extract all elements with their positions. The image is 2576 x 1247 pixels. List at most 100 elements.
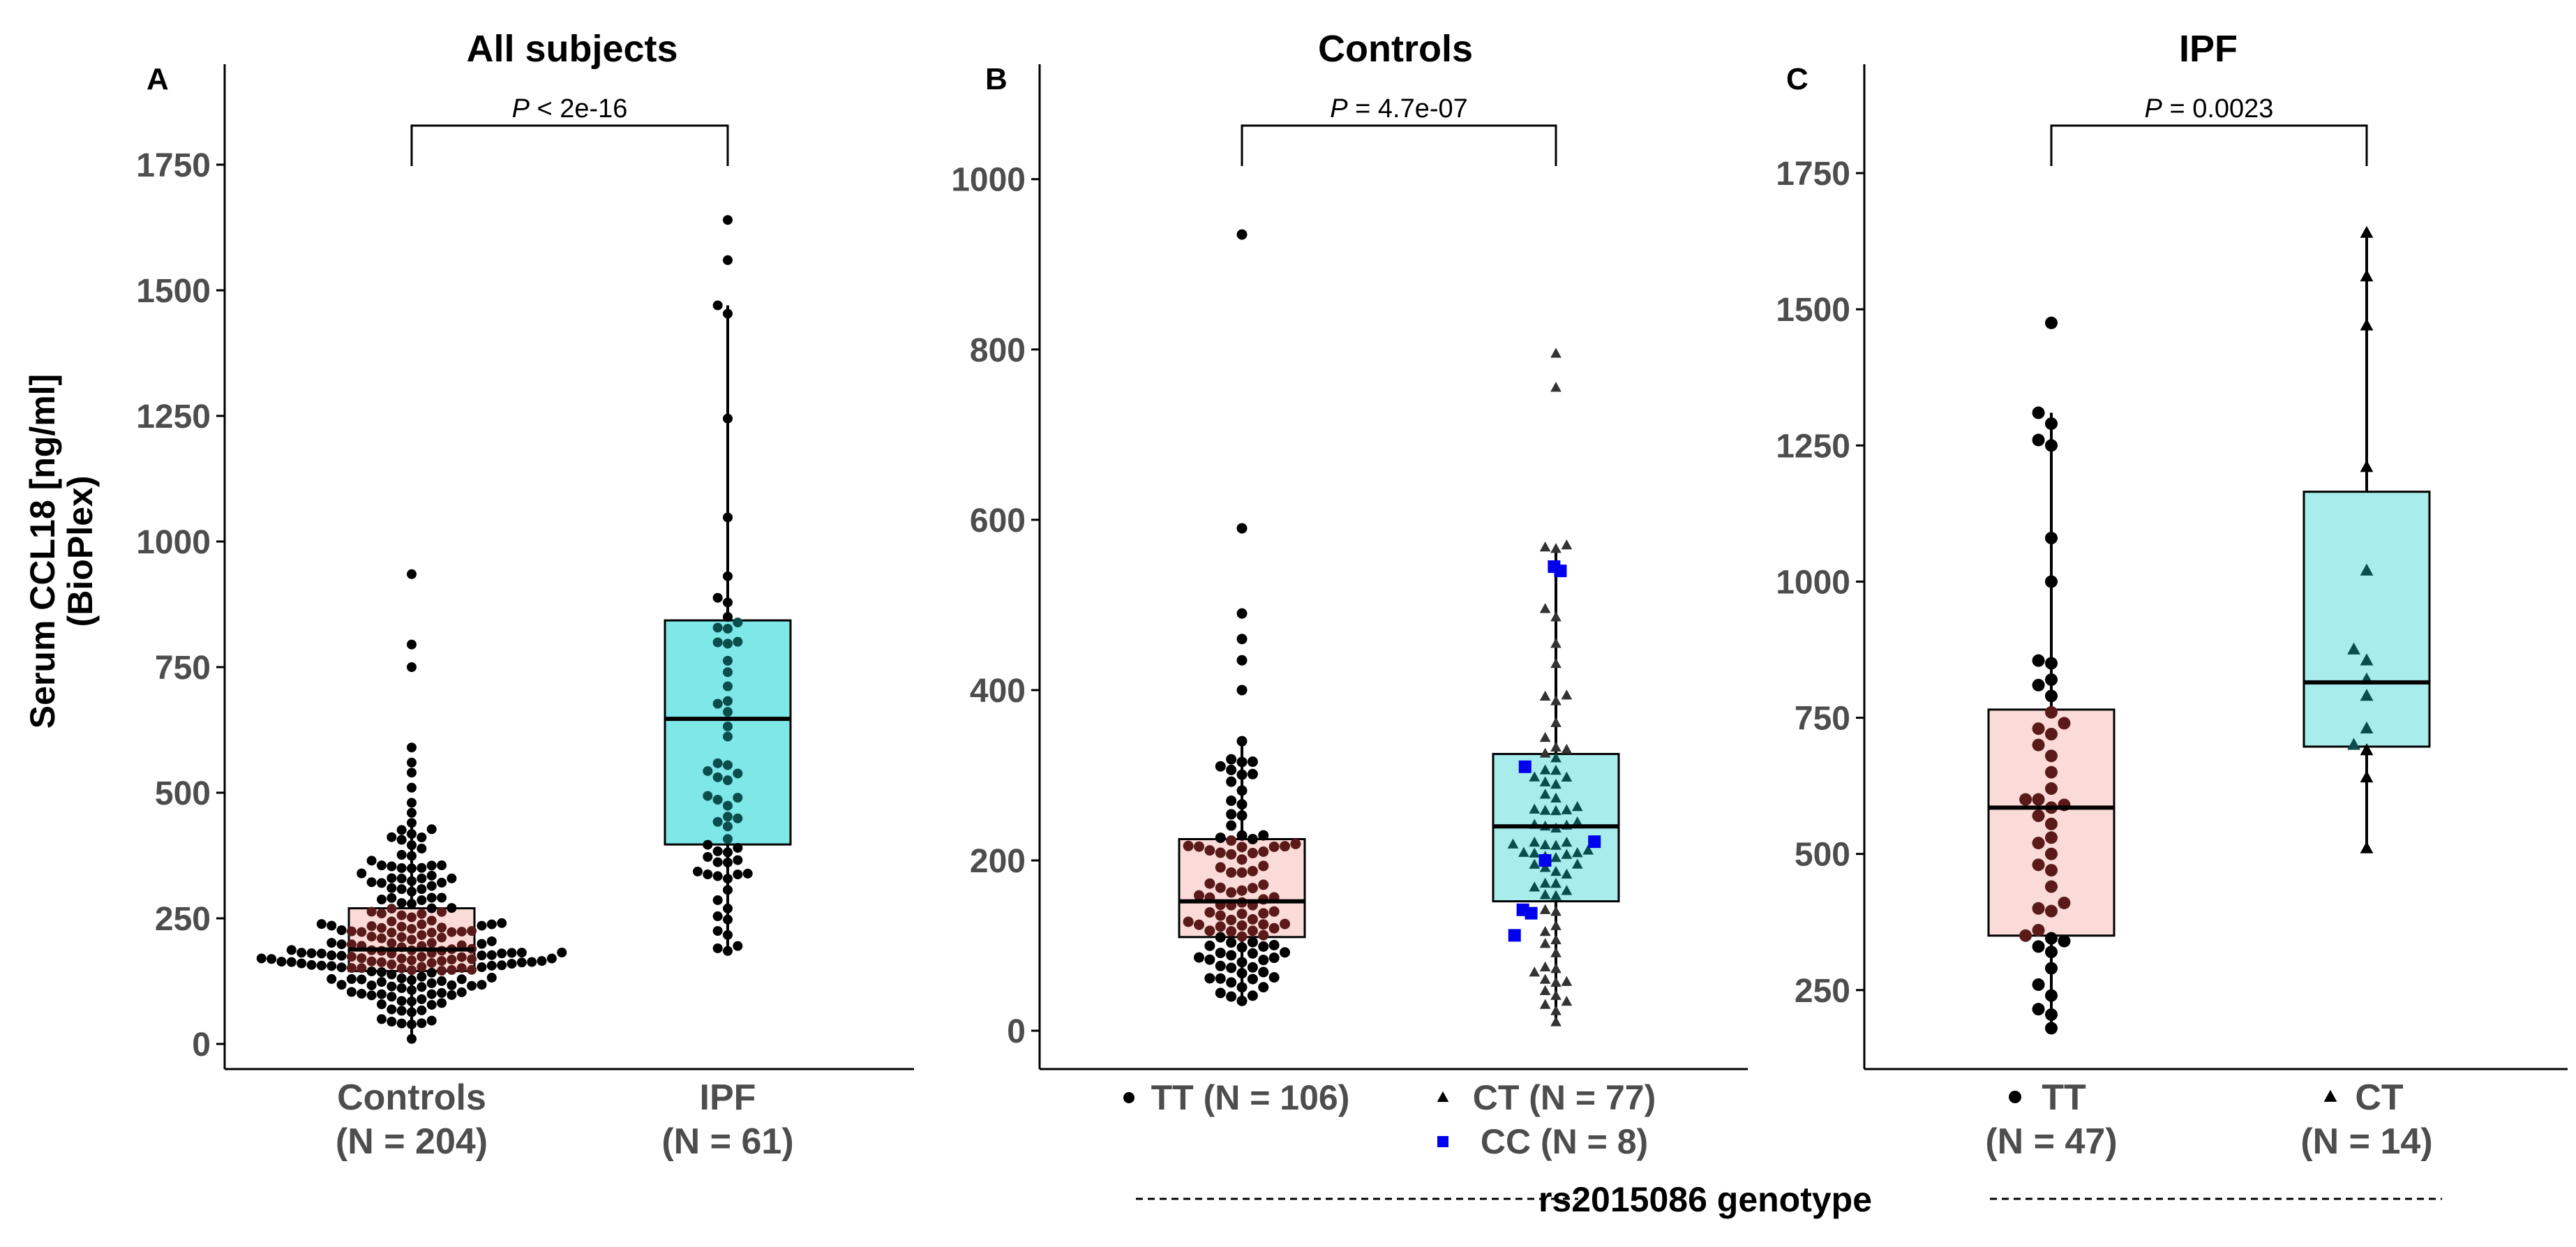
data-point xyxy=(1204,845,1215,856)
data-point xyxy=(407,851,417,861)
data-point xyxy=(2045,932,2058,945)
data-point xyxy=(396,910,407,920)
data-point xyxy=(2032,406,2045,419)
data-point xyxy=(1258,846,1269,858)
panel-a: All subjects 0 250 500 750 1000 1250 1500 1750 P … xyxy=(136,28,914,1162)
data-point xyxy=(2045,532,2058,545)
data-point xyxy=(2045,817,2058,830)
data-point xyxy=(346,987,357,997)
data-point xyxy=(1236,982,1248,993)
pvalue-label: P < 2e-16 xyxy=(512,94,628,124)
data-point xyxy=(1236,685,1248,696)
x-category-label: TT (N = 106) xyxy=(1151,1078,1350,1117)
data-point xyxy=(376,923,387,933)
cc-point xyxy=(1548,560,1561,573)
legend-marker xyxy=(1437,1136,1448,1147)
data-point xyxy=(336,950,347,961)
data-point xyxy=(407,863,417,874)
data-point xyxy=(723,623,733,634)
data-point xyxy=(1204,954,1215,965)
data-point xyxy=(1247,865,1258,876)
data-point xyxy=(407,924,417,934)
cc-point xyxy=(1518,760,1532,773)
data-point xyxy=(407,912,417,923)
data-point xyxy=(1550,543,1562,553)
cc-point xyxy=(1516,903,1529,916)
data-point xyxy=(396,898,407,909)
data-point xyxy=(546,953,557,964)
data-point xyxy=(1268,972,1280,983)
data-point xyxy=(723,821,733,832)
data-point xyxy=(2058,934,2071,948)
genotype-footer: rs2015086 genotype xyxy=(1136,1180,2442,1219)
data-point xyxy=(387,832,397,842)
data-point xyxy=(1561,689,1573,700)
data-point xyxy=(456,987,467,997)
y-tick-label: 1250 xyxy=(1776,428,1850,465)
data-point xyxy=(396,953,407,964)
box xyxy=(2302,491,2431,748)
data-point xyxy=(733,768,743,779)
data-point xyxy=(407,829,417,839)
data-point xyxy=(1236,799,1248,810)
data-point xyxy=(1236,931,1248,942)
data-point xyxy=(1236,867,1248,879)
data-point xyxy=(1247,834,1258,845)
data-point xyxy=(387,904,397,914)
y-tick-label: 250 xyxy=(1795,973,1850,1010)
data-point xyxy=(733,617,743,627)
data-point xyxy=(1539,877,1551,888)
cc-point xyxy=(1508,929,1521,942)
data-point xyxy=(286,945,297,955)
data-point xyxy=(2360,689,2374,701)
data-point xyxy=(1247,990,1258,1001)
data-point xyxy=(1550,382,1562,392)
y-tick-label: 250 xyxy=(155,901,211,938)
data-point xyxy=(2045,1022,2058,1035)
data-point xyxy=(366,932,377,942)
data-point xyxy=(407,807,417,818)
data-point xyxy=(1550,805,1562,816)
data-point xyxy=(1539,805,1551,815)
data-point xyxy=(497,960,507,971)
data-point xyxy=(1561,771,1573,782)
data-point xyxy=(1215,948,1226,959)
data-point xyxy=(376,1014,387,1024)
data-point xyxy=(387,883,397,893)
data-point xyxy=(2045,749,2058,763)
data-point xyxy=(437,893,447,903)
data-point xyxy=(1258,929,1269,941)
data-point xyxy=(336,980,347,990)
data-point xyxy=(1507,838,1519,849)
data-point xyxy=(366,921,377,932)
data-point xyxy=(1236,810,1248,821)
data-point xyxy=(456,963,467,973)
data-point xyxy=(447,965,457,976)
data-point xyxy=(723,611,733,622)
data-point xyxy=(1236,523,1248,534)
data-point xyxy=(477,950,487,961)
data-point xyxy=(306,959,317,970)
data-point xyxy=(1539,938,1551,948)
data-point xyxy=(437,923,447,933)
x-n-label: (N = 61) xyxy=(661,1121,793,1162)
data-point xyxy=(366,980,377,991)
x-n-label: (N = 14) xyxy=(2300,1121,2432,1162)
data-point xyxy=(407,985,417,995)
data-point xyxy=(2360,460,2374,472)
data-point xyxy=(417,884,427,895)
data-point xyxy=(1226,835,1237,846)
data-point xyxy=(417,952,427,962)
data-point xyxy=(1215,932,1226,943)
box-group-1: CT (N = 77) xyxy=(1437,348,1656,1117)
data-point xyxy=(1226,820,1237,831)
data-point xyxy=(1550,765,1562,775)
data-point xyxy=(1258,879,1269,890)
data-point xyxy=(1550,839,1562,850)
data-point xyxy=(1561,837,1573,847)
data-point xyxy=(1226,795,1237,806)
data-point xyxy=(1247,936,1258,948)
x-category-label: CT xyxy=(2355,1077,2404,1118)
data-point xyxy=(1561,996,1573,1006)
